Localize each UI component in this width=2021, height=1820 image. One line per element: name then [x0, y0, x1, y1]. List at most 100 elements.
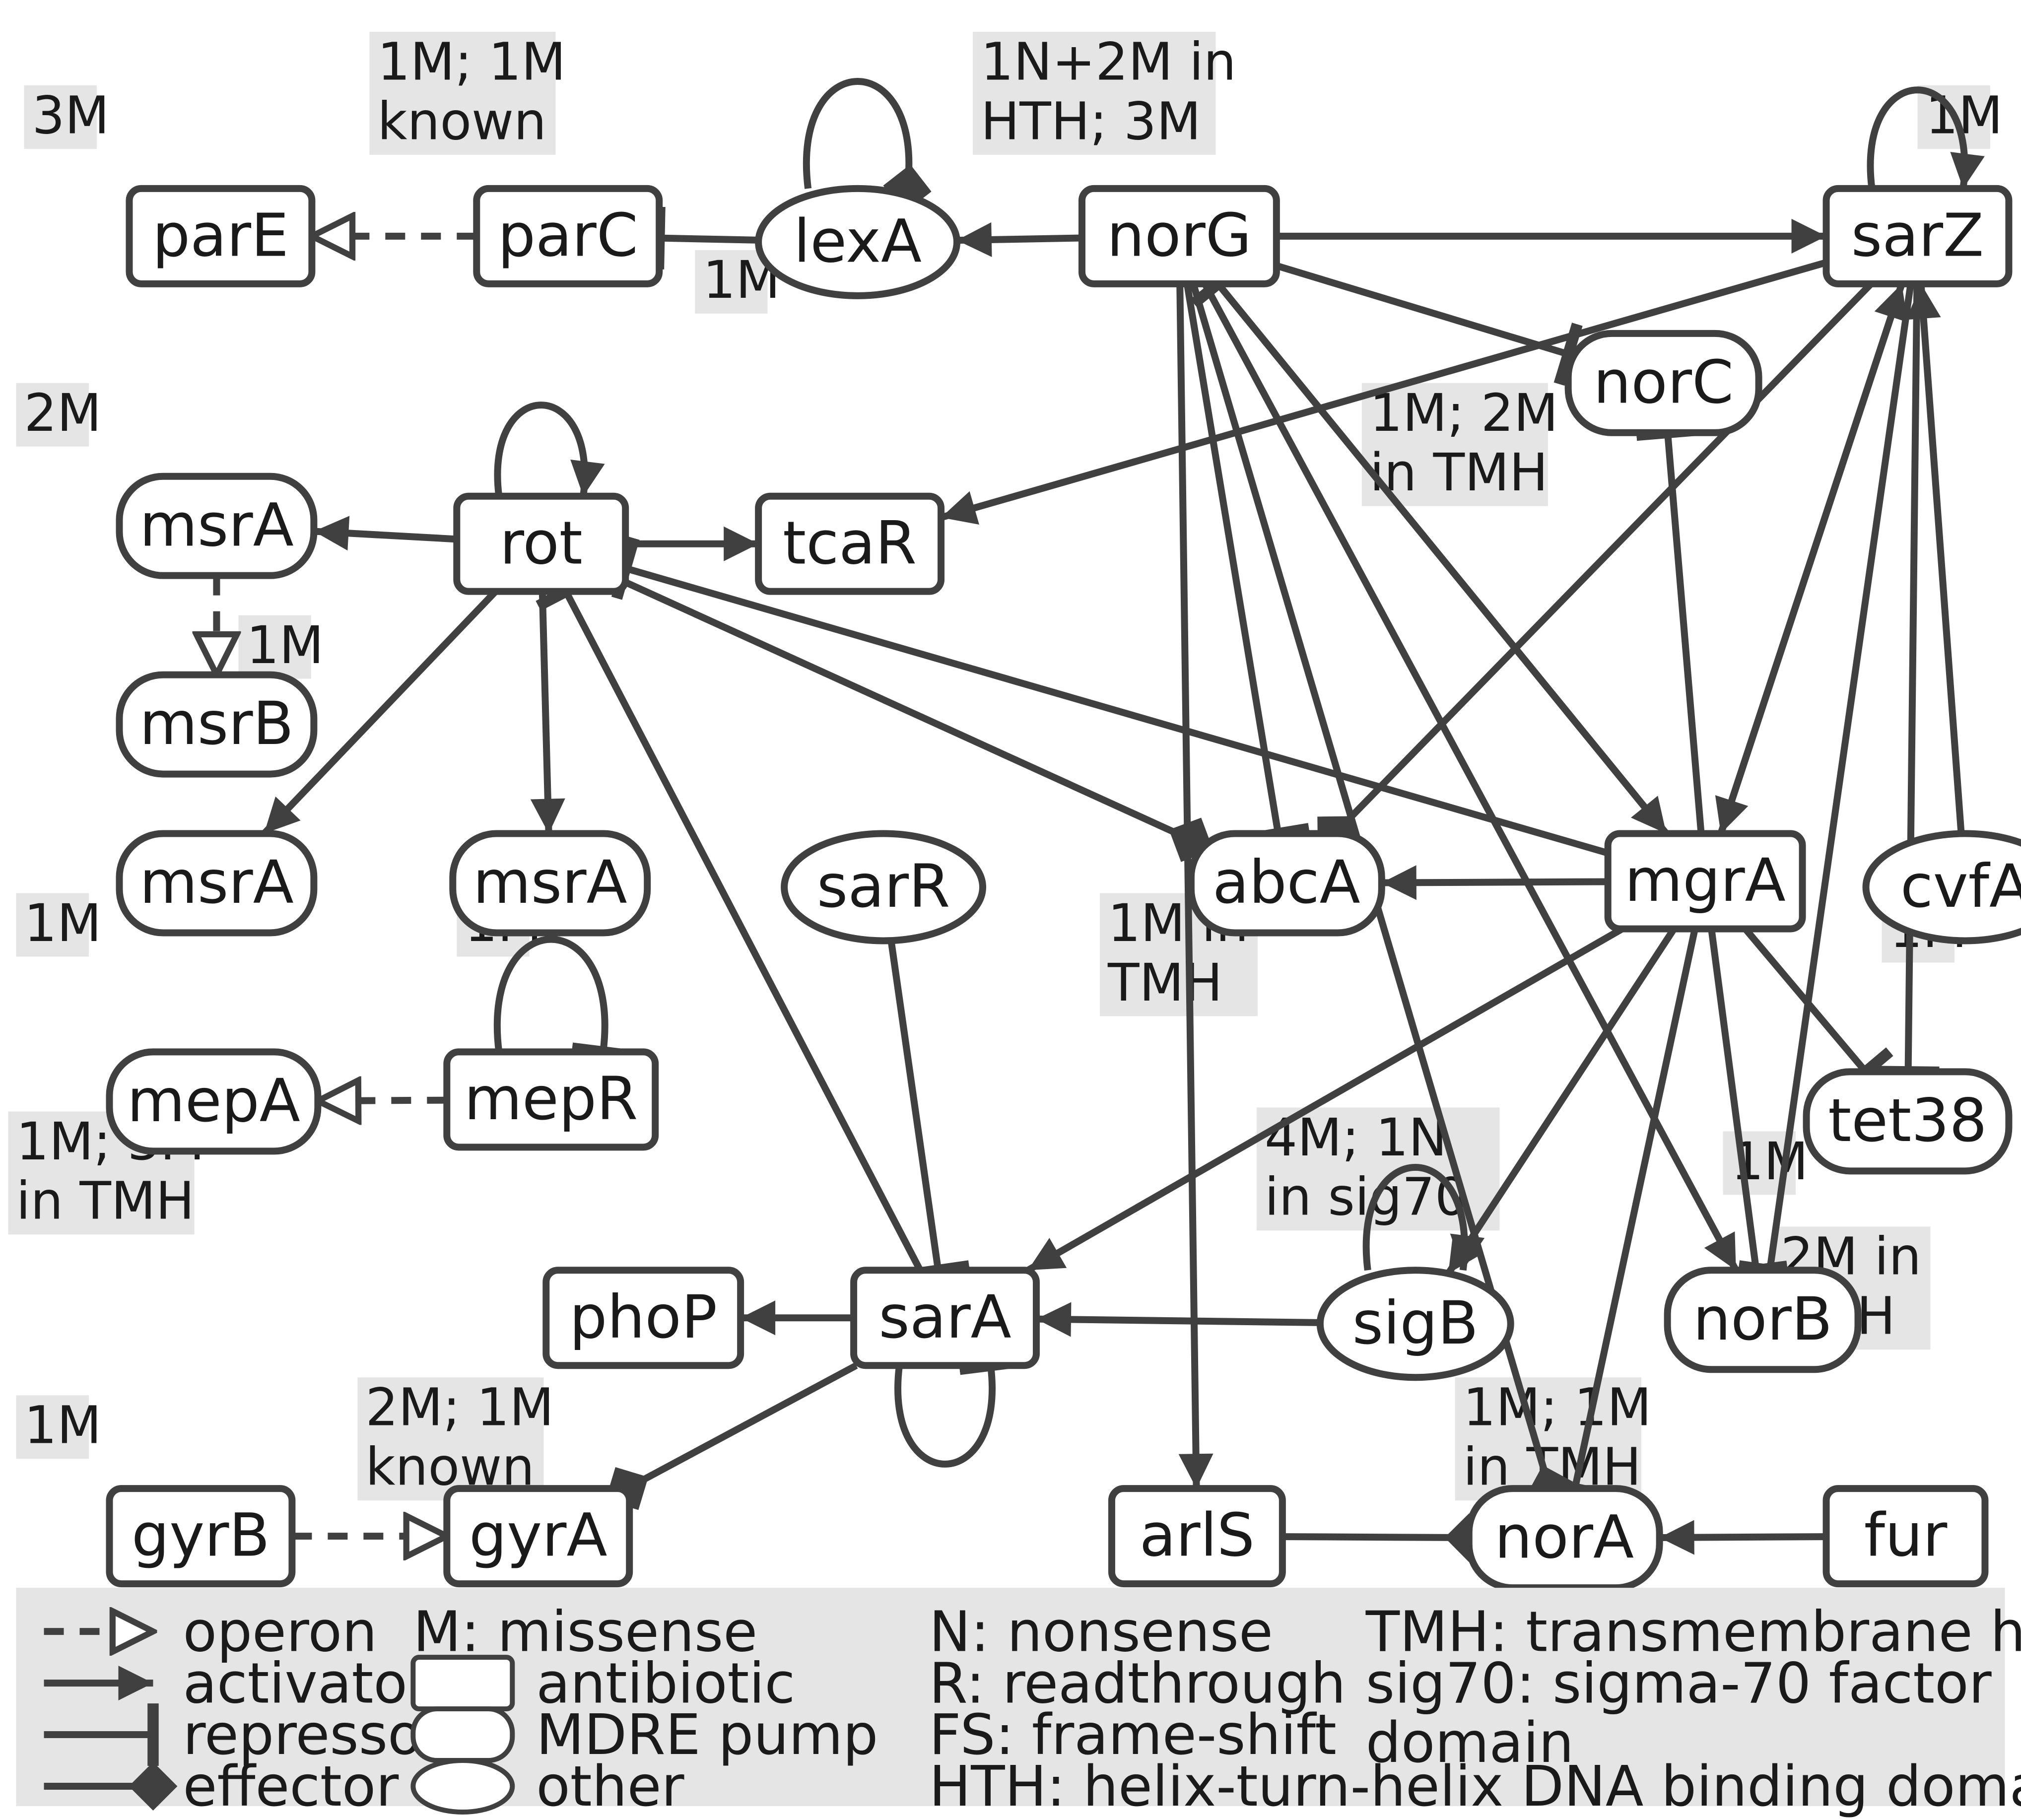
legend-shape-rounded-icon [413, 1709, 512, 1760]
annotation-text: 2M; 1M [365, 1377, 554, 1438]
edge-mgrA-abcA-activator [1382, 881, 1608, 882]
edge-sarA-sarA-repressor [898, 1365, 992, 1464]
edge-sarA-gyrA-effector [627, 1365, 856, 1488]
annotation-text: known [377, 91, 546, 151]
edge-arlS-norA-effector [1282, 1537, 1469, 1538]
node-msrA2: msrA [119, 834, 314, 933]
annotation-text: 1N+2M in [981, 31, 1236, 92]
node-tet38: tet38 [1807, 1072, 2009, 1171]
node-label: cvfA [1900, 852, 2021, 921]
node-label: norB [1693, 1285, 1832, 1354]
legend-shape-ellipse-icon [413, 1760, 512, 1812]
node-label: sarZ [1851, 201, 1984, 270]
node-sarZ: sarZ [1826, 189, 2009, 284]
node-mgrA: mgrA [1608, 834, 1803, 929]
node-label: tet38 [1828, 1086, 1987, 1155]
node-abcA: abcA [1191, 834, 1382, 933]
node-label: msrA [139, 848, 294, 917]
node-gyrA: gyrA [447, 1488, 629, 1584]
edge-norG-norC-repressor [1277, 266, 1568, 354]
node-cvfA: cvfA [1866, 834, 2021, 941]
node-phoP: phoP [546, 1270, 741, 1365]
node-arlS: arlS [1112, 1488, 1282, 1584]
node-msrA3: msrA [453, 834, 647, 933]
node-label: abcA [1213, 848, 1360, 917]
node-label: norG [1107, 201, 1252, 270]
node-label: msrB [139, 689, 294, 758]
annotation-text: 1M [246, 615, 324, 675]
edge-rot-rot-activator [497, 405, 585, 496]
annotation-text: 1M [24, 893, 102, 953]
node-label: sigB [1352, 1289, 1479, 1358]
node-tcaR: tcaR [758, 496, 941, 592]
annotation-text: in TMH [1370, 442, 1548, 503]
node-sarR: sarR [784, 834, 983, 941]
node-label: norC [1593, 348, 1734, 417]
node-lexA: lexA [758, 189, 957, 296]
node-label: gyrB [132, 1501, 270, 1570]
edge-mgrA-sigB-activator [1448, 929, 1674, 1273]
network-diagram: 3M1M; 1Mknown1M1N+2M inHTH; 3M1M1M; 2Min… [0, 0, 2021, 1820]
legend-label-sig70: sig70: sigma-70 factor [1366, 1651, 1992, 1716]
edge-rot-msrA1-activator [314, 531, 457, 539]
legend-shape-rect-icon [413, 1657, 512, 1709]
node-parE: parE [129, 189, 312, 284]
edge-fur-norA-activator [1660, 1537, 1826, 1538]
node-label: mepR [464, 1065, 638, 1134]
node-label: gyrA [469, 1501, 607, 1570]
edge-mepR-mepA-operon [318, 1100, 447, 1101]
legend-label-effector: effector [183, 1754, 399, 1819]
edge-lexA-lexA-effector [807, 81, 909, 189]
node-parC: parC [476, 189, 659, 284]
node-label: mepA [127, 1067, 300, 1136]
edge-cvfA-sarZ-activator [1921, 284, 1961, 834]
annotation-text: 3M [32, 85, 110, 145]
edge-mepR-mepR-repressor [497, 940, 605, 1052]
node-label: phoP [569, 1283, 717, 1352]
node-label: norA [1494, 1503, 1634, 1572]
node-label: parE [152, 201, 289, 270]
node-label: sarA [878, 1283, 1011, 1352]
node-gyrB: gyrB [109, 1488, 292, 1584]
node-label: mgrA [1624, 846, 1785, 915]
node-label: parC [498, 201, 638, 270]
node-norC: norC [1568, 334, 1759, 433]
annotation-text: 1M; 2M [1370, 383, 1558, 443]
edge-norG-lexA-activator [957, 238, 1082, 240]
edge-mgrA-norC-repressor [1668, 433, 1701, 834]
node-label: msrA [139, 491, 294, 560]
node-norG: norG [1082, 189, 1277, 284]
node-label: lexA [794, 207, 922, 276]
legend-label-sig70: domain [1366, 1711, 1574, 1775]
annotation-text: 2M [24, 383, 102, 443]
node-label: fur [1864, 1501, 1948, 1570]
node-mepA: mepA [109, 1052, 318, 1151]
edge-rot-msrA3-activator [542, 592, 549, 834]
annotation-text: 1M [24, 1395, 102, 1456]
annotation-text: HTH; 3M [981, 91, 1201, 151]
node-sarA: sarA [854, 1270, 1036, 1365]
annotation-text: TMH [1107, 952, 1222, 1013]
edge-mgrA-tet38-repressor [1746, 929, 1866, 1072]
legend-layer: operonactivatorrepressoreffectorM: misse… [16, 1588, 2021, 1819]
node-label: msrA [473, 848, 627, 917]
legend-label-shape-ellipse: other [536, 1754, 684, 1819]
node-sigB: sigB [1320, 1270, 1511, 1377]
node-label: arlS [1140, 1501, 1255, 1570]
node-label: rot [500, 509, 583, 578]
node-mepR: mepR [447, 1052, 655, 1147]
annotation-text: 1M; 1M [1463, 1377, 1652, 1438]
node-msrB: msrB [119, 675, 314, 774]
node-label: sarR [817, 852, 950, 921]
edge-sigB-sarA-activator [1036, 1319, 1320, 1323]
edge-mgrA-norB-repressor [1711, 929, 1756, 1270]
node-msrA1: msrA [119, 476, 314, 576]
annotation-text: 1M; 1M [377, 31, 566, 92]
node-norA: norA [1469, 1488, 1660, 1588]
edge-lexA-parC-repressor [659, 238, 758, 240]
node-rot: rot [457, 496, 625, 592]
annotation-text: in TMH [16, 1171, 195, 1231]
node-label: tcaR [783, 509, 917, 578]
node-fur: fur [1826, 1488, 1985, 1584]
edge-mgrA-rot-repressor [625, 568, 1608, 853]
